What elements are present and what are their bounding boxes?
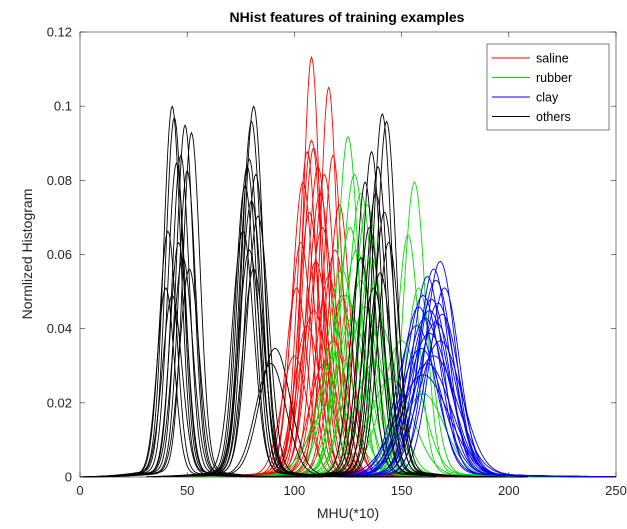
legend-label-others: others <box>536 110 571 124</box>
x-tick-label: 150 <box>391 483 413 498</box>
others-curve <box>157 268 394 478</box>
y-tick-label: 0.1 <box>54 99 72 114</box>
y-tick-label: 0.02 <box>47 395 72 410</box>
y-tick-label: 0.12 <box>47 25 72 40</box>
others-curve <box>152 363 432 478</box>
legend-entries: saline rubber clay others <box>492 52 572 124</box>
axes-layer <box>79 31 617 478</box>
curves-layer <box>79 55 617 478</box>
y-tick-label: 0.06 <box>47 247 72 262</box>
chart-title: NHist features of training examples <box>230 9 465 25</box>
y-tick-label: 0 <box>65 470 72 485</box>
y-tick-labels: 0 0.02 0.04 0.06 0.08 0.1 0.12 <box>47 25 72 485</box>
x-tick-label: 100 <box>284 483 306 498</box>
x-tick-label: 200 <box>498 483 520 498</box>
y-tick-label: 0.04 <box>47 321 72 336</box>
others-curve <box>271 287 519 478</box>
x-tick-label: 50 <box>180 483 194 498</box>
series-others <box>79 105 529 478</box>
legend-label-rubber: rubber <box>536 71 572 85</box>
y-tick-label: 0.08 <box>47 173 72 188</box>
legend: saline rubber clay others <box>486 43 610 131</box>
y-axis-title: Normlized Histogram <box>19 189 35 320</box>
x-tick-labels: 0 50 100 150 200 250 <box>76 483 626 498</box>
x-axis-title: MHU(*10) <box>317 505 379 521</box>
x-tick-label: 250 <box>605 483 627 498</box>
legend-label-clay: clay <box>536 91 559 105</box>
x-tick-label: 0 <box>76 483 83 498</box>
legend-label-saline: saline <box>536 52 569 66</box>
